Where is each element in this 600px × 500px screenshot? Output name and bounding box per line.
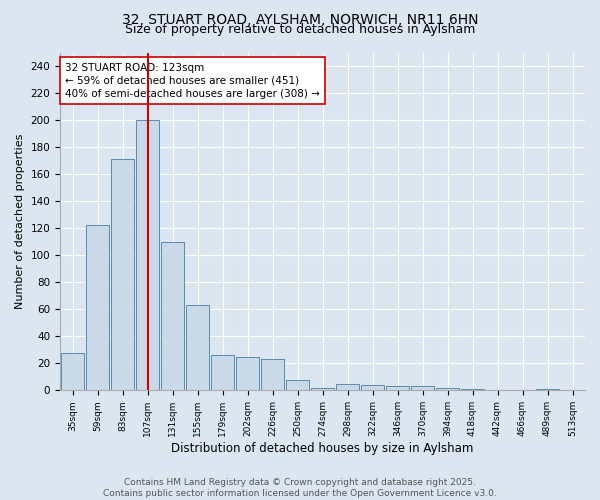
Text: 32 STUART ROAD: 123sqm
← 59% of detached houses are smaller (451)
40% of semi-de: 32 STUART ROAD: 123sqm ← 59% of detached… (65, 62, 320, 99)
Bar (86, 226, 109, 390)
Text: Contains HM Land Registry data © Crown copyright and database right 2025.
Contai: Contains HM Land Registry data © Crown c… (103, 478, 497, 498)
Bar (336, 384, 359, 390)
Bar (461, 389, 484, 390)
Bar (536, 389, 559, 390)
X-axis label: Distribution of detached houses by size in Aylsham: Distribution of detached houses by size … (172, 442, 474, 455)
Bar (211, 355, 234, 390)
Bar (386, 386, 409, 390)
Bar (361, 385, 384, 390)
Bar (311, 388, 334, 390)
Bar (136, 120, 159, 390)
Bar (236, 356, 259, 390)
Bar (186, 305, 209, 390)
Y-axis label: Number of detached properties: Number of detached properties (15, 134, 25, 309)
Bar (261, 360, 284, 390)
Bar (411, 386, 434, 390)
Bar (111, 160, 134, 390)
Bar (436, 388, 459, 390)
Bar (161, 242, 184, 390)
Bar (286, 380, 309, 390)
Text: Size of property relative to detached houses in Aylsham: Size of property relative to detached ho… (125, 22, 475, 36)
Bar (61, 352, 84, 391)
Text: 32, STUART ROAD, AYLSHAM, NORWICH, NR11 6HN: 32, STUART ROAD, AYLSHAM, NORWICH, NR11 … (122, 12, 478, 26)
